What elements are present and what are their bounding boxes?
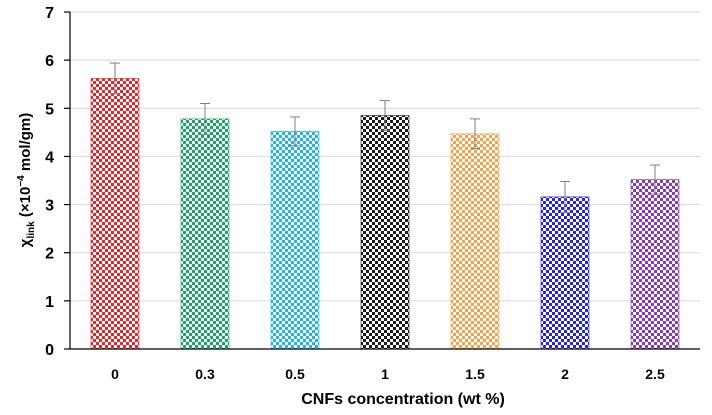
error-bar-2.5 xyxy=(650,164,660,195)
x-tick-labels: 0 0.3 0.5 1 1.5 2 2.5 xyxy=(111,366,665,382)
axes xyxy=(64,11,700,350)
y-axis-exponent: −4 xyxy=(16,175,27,187)
y-tick-label: 5 xyxy=(45,101,54,118)
error-bar-0.3 xyxy=(200,102,210,135)
x-tick-label: 0.5 xyxy=(285,366,305,382)
error-bar-2 xyxy=(560,180,570,213)
y-tick-label: 3 xyxy=(45,198,54,215)
bar-2.5 xyxy=(630,179,680,350)
error-bar-0 xyxy=(110,62,120,95)
bar-1 xyxy=(360,115,410,350)
error-bar-0.5 xyxy=(290,116,300,147)
x-tick-label: 1.5 xyxy=(465,366,485,382)
error-bars xyxy=(110,62,660,213)
y-axis-title: χlink (×10−4 mol/gm) xyxy=(16,113,37,247)
bar-2 xyxy=(540,196,590,350)
bar-0.3 xyxy=(180,118,230,350)
y-tick-label: 6 xyxy=(45,53,54,70)
y-tick-label: 4 xyxy=(45,149,54,166)
x-tick-label: 0 xyxy=(111,366,119,382)
bar-0 xyxy=(90,78,140,350)
bars xyxy=(90,78,680,350)
y-axis-prefix: (×10 xyxy=(17,187,34,222)
bar-0.5 xyxy=(270,131,320,350)
y-tick-label: 0 xyxy=(45,342,54,359)
y-axis-suffix: mol/gm) xyxy=(17,113,34,176)
y-tick-label: 1 xyxy=(45,294,54,311)
y-tick-label: 7 xyxy=(45,5,54,22)
x-tick-label: 1 xyxy=(381,366,389,382)
y-tick-label: 2 xyxy=(45,246,54,263)
bar-1.5 xyxy=(450,133,500,350)
x-tick-label: 0.3 xyxy=(195,366,215,382)
error-bar-1 xyxy=(380,100,390,131)
x-tick-label: 2 xyxy=(561,366,569,382)
y-axis-symbol: χ xyxy=(17,238,34,247)
x-axis-title: CNFs concentration (wt %) xyxy=(301,391,505,408)
x-tick-label: 2.5 xyxy=(645,366,665,382)
error-bar-1.5 xyxy=(470,118,480,150)
y-tick-labels: 0 1 2 3 4 5 6 7 xyxy=(45,5,54,359)
y-axis-subscript: link xyxy=(26,221,37,239)
